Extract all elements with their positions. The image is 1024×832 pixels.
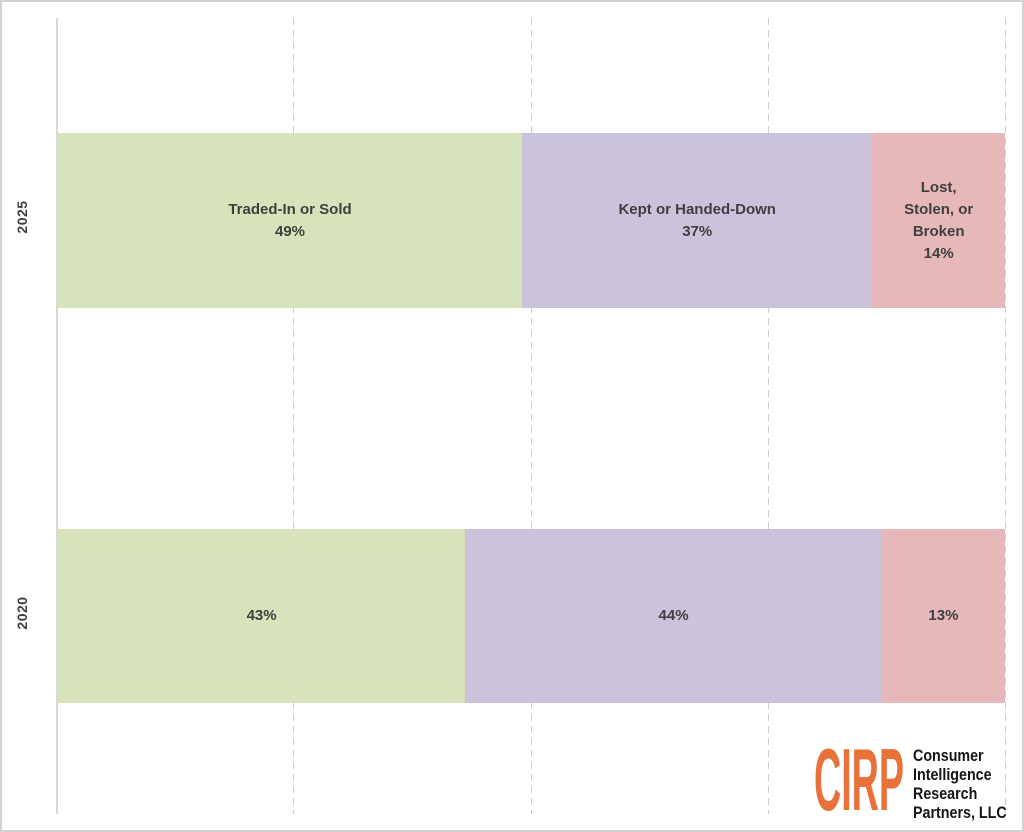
segment-label: Lost,	[920, 178, 957, 196]
bar-segment: 44%	[465, 529, 882, 703]
tagline-line: Partners, LLC	[913, 803, 1007, 822]
segment-label: Stolen, or	[904, 200, 974, 218]
gridline	[530, 18, 532, 814]
cirp-logo-wordmark: CIRP	[814, 744, 904, 822]
bar-segment: Kept or Handed-Down 37%	[522, 133, 873, 308]
bar-row: 43% 44% 13%	[58, 529, 1005, 703]
y-axis-label-2025: 2025	[14, 200, 30, 234]
segment-label: Kept or Handed-Down	[618, 200, 776, 218]
bar-segment: 13%	[881, 529, 1005, 703]
cirp-brand-text: CIRP	[814, 744, 904, 822]
segment-value: 14%	[923, 244, 954, 262]
segment-value: 13%	[928, 607, 959, 624]
cirp-logo-tagline: Consumer Intelligence Research Partners,…	[913, 744, 1007, 822]
gridline	[767, 18, 769, 814]
gridline	[293, 18, 295, 814]
gridline	[1005, 18, 1006, 814]
segment-label: Traded-In or Sold	[228, 200, 352, 218]
segment-label: Broken	[912, 222, 965, 240]
segment-value: 37%	[682, 222, 713, 240]
y-axis-label-2020: 2020	[14, 596, 30, 630]
tagline-line: Research	[913, 784, 978, 803]
plot-area: Traded-In or Sold 49% Kept or Handed-Dow…	[56, 18, 1006, 814]
segment-value: 43%	[246, 607, 277, 624]
bar-segment: Lost, Stolen, or Broken 14%	[872, 133, 1005, 308]
y-axis-line	[56, 18, 58, 814]
segment-value: 49%	[274, 222, 306, 240]
bar-segment: 43%	[58, 529, 466, 703]
bar-segment: Traded-In or Sold 49%	[58, 133, 523, 308]
cirp-logo: CIRP Consumer Intelligence Research Part…	[814, 744, 1022, 822]
tagline-line: Consumer	[913, 746, 984, 765]
tagline-line: Intelligence	[913, 765, 992, 784]
bar-row: Traded-In or Sold 49% Kept or Handed-Dow…	[58, 133, 1005, 308]
segment-value: 44%	[658, 607, 689, 624]
